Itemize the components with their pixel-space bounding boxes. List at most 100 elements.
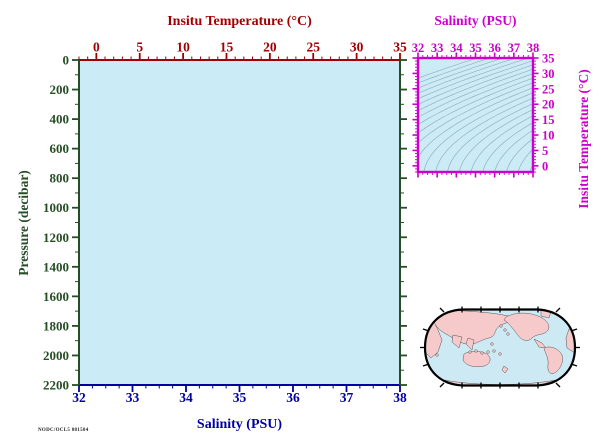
- inset-salinity-tick-label: 33: [431, 41, 444, 55]
- salinity-axis-tick-label: 37: [340, 390, 354, 405]
- salinity-axis-tick-label: 38: [393, 390, 407, 405]
- density-isoline: [419, 87, 532, 157]
- temp-axis-tick-label: 30: [350, 40, 364, 55]
- density-isoline: [482, 122, 532, 171]
- map-graticule-tick: [570, 363, 578, 367]
- inset-contours: [419, 59, 532, 171]
- temp-axis-tick-label: 10: [176, 40, 190, 55]
- map-graticule-tick: [555, 382, 561, 388]
- map-island: [490, 342, 494, 346]
- density-isoline: [435, 98, 532, 171]
- continent-australia: [462, 351, 491, 367]
- inset-salinity-tick-label: 32: [412, 41, 425, 55]
- pressure-axis-tick-label: 800: [50, 171, 70, 186]
- region-europe-left-edge: [425, 312, 437, 321]
- inset-right-axis-title: Insitu Temperature (°C): [576, 69, 591, 208]
- salinity-axis-tick-label: 36: [286, 390, 300, 405]
- temp-axis-tick-label: 5: [136, 40, 143, 55]
- density-isoline: [419, 60, 532, 105]
- density-isoline: [419, 69, 532, 118]
- density-isoline: [419, 59, 527, 99]
- pressure-axis-tick-label: 2000: [43, 348, 69, 363]
- density-isoline: [419, 59, 501, 89]
- world-map: [420, 306, 580, 389]
- density-isoline: [459, 109, 532, 171]
- pressure-axis-tick-label: 1600: [43, 289, 69, 304]
- continent-north-america: [503, 312, 550, 341]
- temp-axis-tick-label: 25: [306, 40, 320, 55]
- top-axis-title: Insitu Temperature (°C): [167, 14, 312, 29]
- map-island: [480, 351, 484, 355]
- inset-temp-tick-label: 35: [542, 52, 555, 66]
- density-isoline: [419, 59, 489, 83]
- density-isoline: [419, 59, 514, 94]
- map-graticule-tick: [422, 363, 430, 367]
- inset-salinity-tick-label: 36: [488, 41, 501, 55]
- region-indochina: [465, 337, 475, 351]
- inset-temp-tick-label: 20: [542, 98, 555, 112]
- map-graticule-tick: [555, 307, 561, 313]
- region-new-zealand: [501, 365, 509, 374]
- temp-axis-tick-label: 35: [393, 40, 407, 55]
- map-island: [498, 352, 502, 356]
- fine-print: NODC/OCL5 081504: [38, 428, 89, 433]
- pressure-axis-tick-label: 200: [50, 82, 70, 97]
- map-graticule-tick: [439, 382, 445, 388]
- main-plot-area: [79, 60, 400, 385]
- pressure-axis-tick-label: 400: [50, 112, 70, 127]
- inset-plot-area: [418, 58, 533, 172]
- inset-salinity-tick-label: 35: [469, 41, 482, 55]
- inset-top-axis-title: Salinity (PSU): [434, 13, 516, 28]
- map-island: [468, 350, 472, 354]
- density-isoline: [423, 92, 532, 171]
- inset-temp-tick-label: 15: [542, 113, 555, 127]
- density-isoline: [419, 78, 532, 133]
- density-isoline: [470, 115, 532, 171]
- temp-axis-tick-label: 0: [93, 40, 100, 55]
- inset-temp-tick-label: 5: [542, 144, 548, 158]
- pressure-axis-tick-label: 2200: [43, 378, 69, 393]
- density-isoline: [494, 130, 532, 171]
- salinity-axis-tick-label: 35: [233, 390, 247, 405]
- bottom-axis-title: Salinity (PSU): [197, 417, 283, 432]
- map-graticule-ticks: [420, 306, 580, 389]
- salinity-axis-tick-label: 34: [179, 390, 193, 405]
- density-isoline: [419, 73, 532, 125]
- map-island: [474, 349, 478, 353]
- temp-axis-tick-label: 15: [220, 40, 234, 55]
- inset-salinity-tick-label: 37: [508, 41, 521, 55]
- density-isoline: [419, 82, 532, 143]
- inset-temp-tick-label: 30: [542, 67, 555, 81]
- pressure-axis-tick-label: 1400: [43, 259, 69, 274]
- map-island: [499, 324, 503, 328]
- continent-eurasia: [425, 310, 520, 345]
- map-island: [506, 332, 510, 336]
- map-island: [503, 328, 507, 332]
- continent-south-america: [543, 346, 563, 374]
- pressure-axis-tick-label: 1200: [43, 230, 69, 245]
- density-isoline: [518, 149, 532, 171]
- inset-salinity-tick-label: 34: [450, 41, 463, 55]
- inset-temp-tick-label: 10: [542, 129, 555, 143]
- pressure-axis-tick-label: 0: [63, 53, 70, 68]
- salinity-axis-tick-label: 33: [126, 390, 140, 405]
- density-isoline: [419, 64, 532, 111]
- left-axis-title: Pressure (decibar): [16, 170, 31, 276]
- pressure-axis-tick-label: 600: [50, 141, 70, 156]
- inset-temp-tick-label: 25: [542, 82, 555, 96]
- salinity-axis-tick-label: 32: [72, 390, 86, 405]
- density-isoline: [419, 59, 476, 79]
- map-graticule-tick: [439, 307, 445, 313]
- map-island: [486, 350, 490, 354]
- pressure-axis-tick-label: 1800: [43, 318, 69, 333]
- inset-salinity-tick-label: 38: [527, 41, 540, 55]
- map-island: [492, 349, 496, 353]
- region-india: [451, 334, 463, 349]
- map-graticule-tick: [570, 328, 578, 332]
- map-graticule-tick: [422, 328, 430, 332]
- inset-temp-tick-label: 0: [542, 159, 548, 173]
- density-isoline: [506, 138, 532, 171]
